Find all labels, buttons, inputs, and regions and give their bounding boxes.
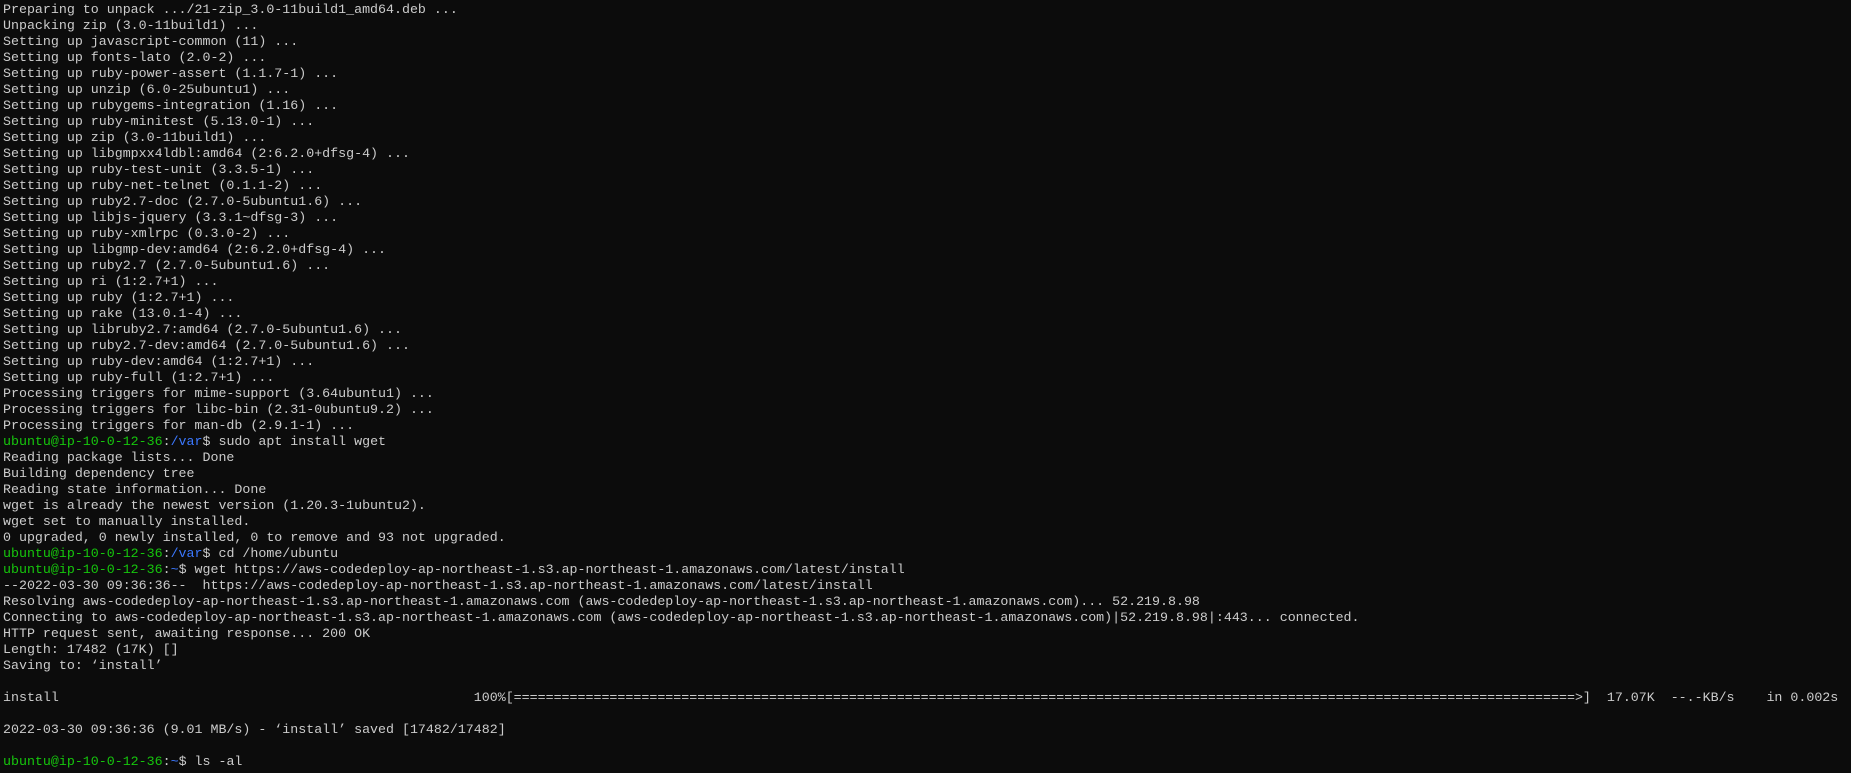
command: $ ls -al — [178, 754, 243, 769]
output-line: Connecting to aws-codedeploy-ap-northeas… — [3, 610, 1360, 625]
prompt-path: ~ — [170, 562, 179, 577]
prompt-path: /var — [170, 546, 203, 561]
output-line: Setting up ruby-test-unit (3.3.5-1) ... — [3, 162, 315, 177]
output-line: Length: 17482 (17K) [] — [3, 642, 179, 657]
output-line: Setting up fonts-lato (2.0-2) ... — [3, 50, 267, 65]
prompt-user: ubuntu@ip-10-0-12-36 — [3, 546, 163, 561]
prompt-separator: : — [162, 546, 171, 561]
prompt-separator: : — [162, 754, 171, 769]
prompt-path: /var — [170, 434, 203, 449]
output-line: wget set to manually installed. — [3, 514, 251, 529]
output-line: Setting up ruby (1:2.7+1) ... — [3, 290, 235, 305]
output-line: Setting up ruby2.7-doc (2.7.0-5ubuntu1.6… — [3, 194, 363, 209]
output-line: Setting up libgmp-dev:amd64 (2:6.2.0+dfs… — [3, 242, 387, 257]
output-line: Setting up rubygems-integration (1.16) .… — [3, 98, 339, 113]
output-line: Saving to: ‘install’ — [3, 658, 163, 673]
output-line: Processing triggers for man-db (2.9.1-1)… — [3, 418, 355, 433]
output-line: Processing triggers for libc-bin (2.31-0… — [3, 402, 434, 417]
output-line: Setting up javascript-common (11) ... — [3, 34, 299, 49]
output-line: Setting up libjs-jquery (3.3.1~dfsg-3) .… — [3, 210, 339, 225]
output-line: HTTP request sent, awaiting response... … — [3, 626, 371, 641]
output-line: Setting up ruby-full (1:2.7+1) ... — [3, 370, 275, 385]
output-line: Setting up ruby-xmlrpc (0.3.0-2) ... — [3, 226, 291, 241]
output-line: Setting up unzip (6.0-25ubuntu1) ... — [3, 82, 291, 97]
output-line: Setting up libgmpxx4ldbl:amd64 (2:6.2.0+… — [3, 146, 410, 161]
prompt-user: ubuntu@ip-10-0-12-36 — [3, 434, 163, 449]
output-line: Reading state information... Done — [3, 482, 267, 497]
output-line: Setting up ruby2.7-dev:amd64 (2.7.0-5ubu… — [3, 338, 410, 353]
output-line: Setting up ruby-dev:amd64 (1:2.7+1) ... — [3, 354, 315, 369]
output-line: 0 upgraded, 0 newly installed, 0 to remo… — [3, 530, 506, 545]
prompt-separator: : — [162, 434, 171, 449]
prompt-user: ubuntu@ip-10-0-12-36 — [3, 562, 163, 577]
command: $ sudo apt install wget — [202, 434, 387, 449]
output-line: Setting up zip (3.0-11build1) ... — [3, 130, 267, 145]
prompt-path: ~ — [170, 754, 179, 769]
output-line: Resolving aws-codedeploy-ap-northeast-1.… — [3, 594, 1200, 609]
prompt-line: ubuntu@ip-10-0-12-36:~$ ls -al — [0, 754, 1851, 770]
output-line: Setting up libruby2.7:amd64 (2.7.0-5ubun… — [3, 322, 402, 337]
output-block: Preparing to unpack .../21-zip_3.0-11bui… — [0, 2, 1851, 674]
output-line: Setting up ruby2.7 (2.7.0-5ubuntu1.6) ..… — [3, 258, 331, 273]
output-block: ubuntu@ip-10-0-12-36:~$ ls -al — [0, 754, 1851, 770]
output-line: wget is already the newest version (1.20… — [3, 498, 426, 513]
output-line: Preparing to unpack .../21-zip_3.0-11bui… — [3, 2, 458, 17]
output-line: Building dependency tree — [3, 466, 195, 481]
output-line: Setting up rake (13.0.1-4) ... — [3, 306, 243, 321]
output-line: install 100%[===========================… — [3, 690, 1839, 705]
output-block: 2022-03-30 09:36:36 (9.01 MB/s) - ‘insta… — [0, 722, 1851, 738]
command: $ cd /home/ubuntu — [202, 546, 339, 561]
prompt-line: ubuntu@ip-10-0-12-36:/var$ sudo apt inst… — [0, 434, 1851, 450]
output-line: --2022-03-30 09:36:36-- https://aws-code… — [3, 578, 873, 593]
output-line: 2022-03-30 09:36:36 (9.01 MB/s) - ‘insta… — [3, 722, 506, 737]
output-line: Reading package lists... Done — [3, 450, 235, 465]
command: $ wget https://aws-codedeploy-ap-northea… — [178, 562, 905, 577]
output-line: Processing triggers for mime-support (3.… — [3, 386, 434, 401]
prompt-separator: : — [162, 562, 171, 577]
output-line: Setting up ruby-power-assert (1.1.7-1) .… — [3, 66, 339, 81]
prompt-line: ubuntu@ip-10-0-12-36:/var$ cd /home/ubun… — [0, 546, 1851, 562]
output-block: install 100%[===========================… — [0, 690, 1851, 706]
output-line: Setting up ruby-net-telnet (0.1.1-2) ... — [3, 178, 323, 193]
output-line: Unpacking zip (3.0-11build1) ... — [3, 18, 259, 33]
output-line: Setting up ri (1:2.7+1) ... — [3, 274, 219, 289]
prompt-user: ubuntu@ip-10-0-12-36 — [3, 754, 163, 769]
prompt-line: ubuntu@ip-10-0-12-36:~$ wget https://aws… — [0, 562, 1851, 578]
output-line: Setting up ruby-minitest (5.13.0-1) ... — [3, 114, 315, 129]
